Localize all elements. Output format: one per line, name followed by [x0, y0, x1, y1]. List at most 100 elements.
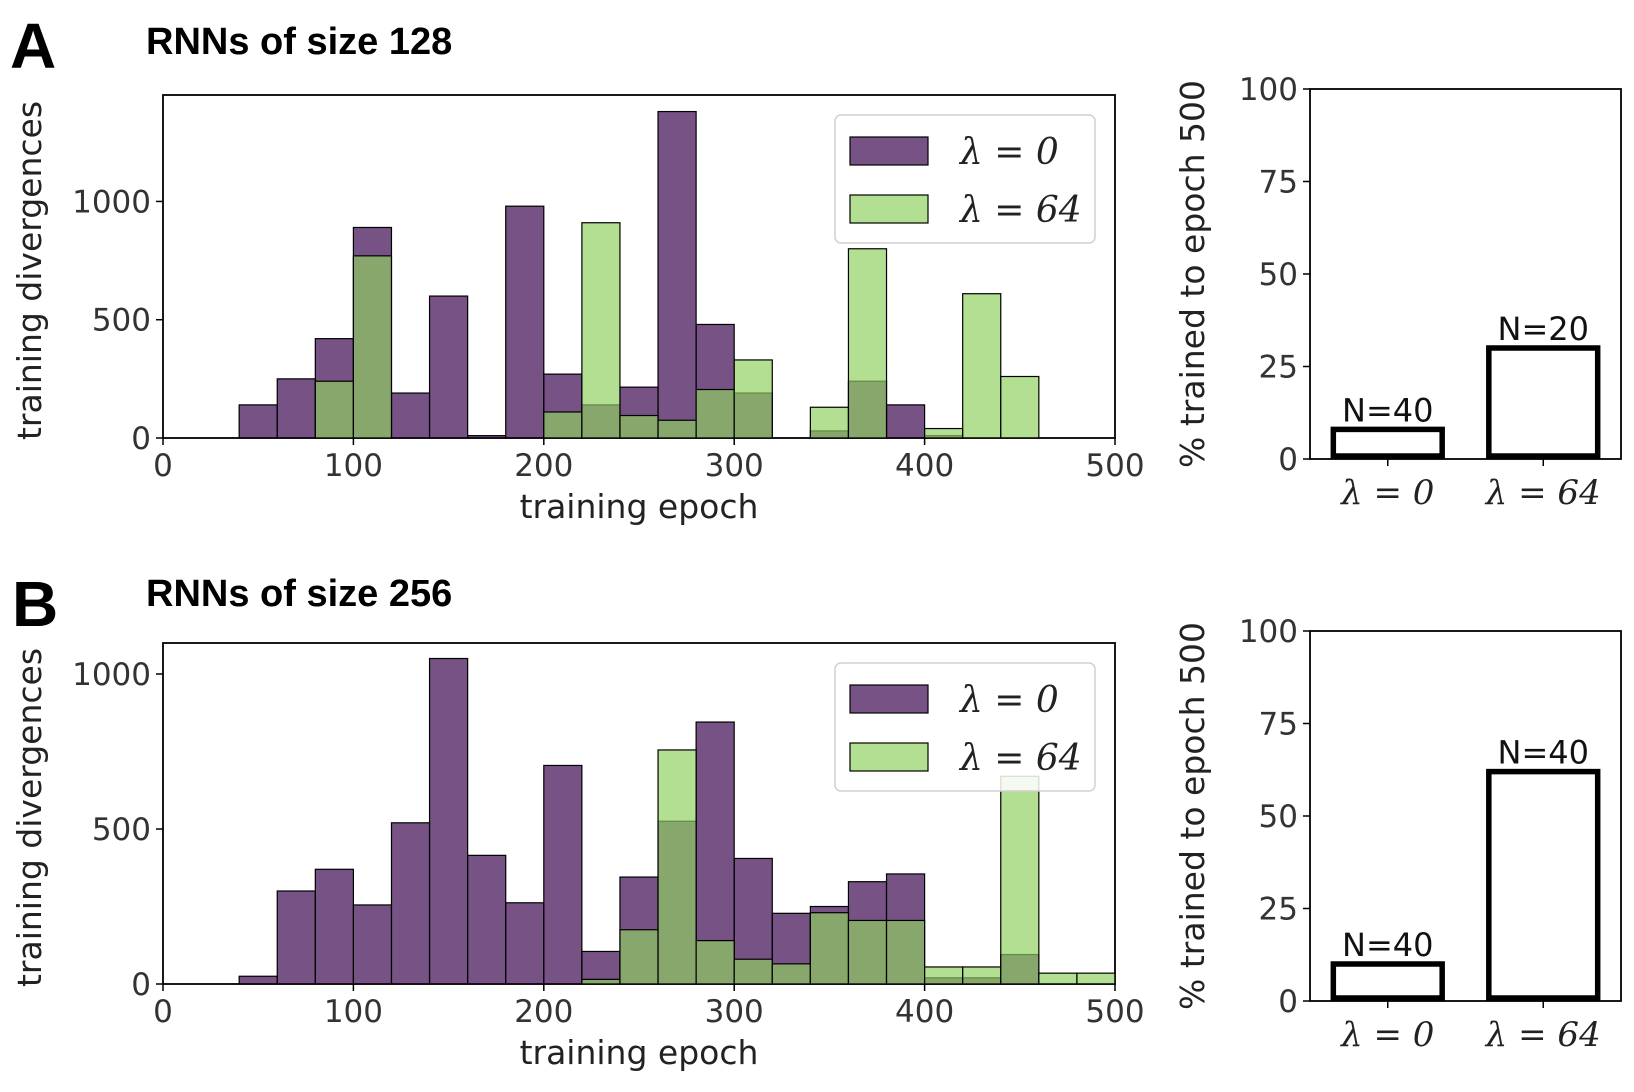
x-tick-label: 500 [1085, 994, 1144, 1030]
y-tick-label: 0 [1278, 442, 1298, 478]
bar-lambda64-bin-280 [695, 388, 735, 439]
histogram-b: 0 100 200 300 400 500 0 500 1000 training epoch tr… [10, 642, 1145, 1072]
bar-lambda0-bin-60 [276, 890, 316, 985]
bar-lambda0 [1330, 961, 1445, 1001]
bar-lambda0-bin-60 [276, 378, 316, 439]
x-tick-label: 100 [324, 994, 383, 1030]
x-axis-label: training epoch [520, 1033, 759, 1072]
histogram-a: 0 100 200 300 400 500 0 500 1000 training epoch tr… [10, 94, 1145, 526]
bar-lambda0-bin-80 [314, 868, 355, 985]
bars [238, 657, 1116, 985]
y-tick-label: 500 [92, 303, 151, 339]
y-tick-label: 100 [1239, 614, 1298, 650]
legend: λ = 0 λ = 64 [834, 662, 1096, 792]
x-tick-label: 300 [705, 448, 764, 484]
legend-label-lambda0: λ = 0 [958, 132, 1059, 173]
y-tick-label: 0 [131, 967, 151, 1003]
category-label: λ = 0 [1339, 473, 1434, 513]
legend-swatch-lambda64 [849, 742, 929, 772]
bar-lambda64-bin-100 [352, 255, 393, 439]
bar-lambda64-bin-360 [847, 919, 888, 985]
x-axis-label: training epoch [520, 487, 759, 526]
legend-swatch-lambda64 [849, 194, 929, 224]
legend-swatch-lambda0 [849, 136, 929, 166]
legend-label-lambda0: λ = 0 [958, 680, 1059, 721]
bar-lambda64-bin-360 [847, 248, 888, 439]
bar-lambda64-bin-460 [1038, 972, 1078, 985]
x-tick-label: 400 [895, 994, 954, 1030]
bar-lambda0-bin-220 [581, 950, 621, 985]
bar-lambda64-bin-340 [809, 406, 850, 439]
x-tick-label: 100 [324, 448, 383, 484]
legend-label-lambda64: λ = 64 [958, 190, 1082, 231]
x-tick-label: 0 [153, 994, 173, 1030]
x-tick-label: 0 [153, 448, 173, 484]
bar-lambda64 [1486, 768, 1601, 1001]
bar-lambda64-bin-240 [619, 929, 659, 985]
panel-letter-b: B [12, 568, 58, 640]
x-tick-label: 400 [895, 448, 954, 484]
bar-lambda64-bin-400 [923, 966, 964, 985]
category-label: λ = 64 [1484, 473, 1601, 513]
bar-lambda64-bin-300 [733, 958, 773, 985]
y-axis-label: % trained to epoch 500 [1173, 622, 1212, 1010]
bar-lambda64-bin-260 [657, 419, 697, 439]
bar-lambda64-bin-220 [581, 222, 621, 439]
x-tick-label: 500 [1085, 448, 1144, 484]
bar-count-label: N=40 [1342, 391, 1433, 429]
percent-chart-a: N=40 λ = 0 N=20 λ = 64 0 25 50 75 100 % trained t… [1173, 72, 1622, 513]
y-tick-label: 1000 [72, 657, 151, 693]
bar-lambda0-bin-100 [352, 904, 393, 985]
bar-lambda0-bin-120 [390, 822, 431, 985]
percent-chart-b: N=40 λ = 0 N=40 λ = 64 0 25 50 75 100 % trained t… [1173, 614, 1622, 1055]
bar-lambda64-bin-320 [771, 963, 811, 985]
y-tick-label: 1000 [72, 184, 151, 220]
bar-count-label: N=40 [1342, 926, 1433, 964]
bar-lambda0-bin-200 [543, 764, 583, 985]
bar-lambda64-bin-400 [923, 427, 964, 439]
x-tick-label: 200 [514, 994, 573, 1030]
y-tick-label: 25 [1259, 350, 1298, 386]
bar-lambda0-bin-260 [657, 110, 697, 439]
y-axis-label: training divergences [10, 648, 49, 987]
bar-lambda0-bin-180 [505, 902, 545, 985]
panel-title-b: RNNs of size 256 [146, 573, 452, 615]
y-tick-label: 75 [1259, 707, 1298, 743]
bars [238, 110, 1040, 439]
bar-lambda64-bin-420 [962, 293, 1002, 439]
bar-lambda64-bin-440 [1000, 375, 1040, 439]
bar-count-label: N=40 [1498, 734, 1589, 772]
panel-title-a: RNNs of size 128 [146, 21, 452, 63]
bar-lambda0-bin-140 [428, 295, 469, 439]
bar-lambda64-bin-80 [314, 380, 355, 439]
bar-lambda0 [1330, 426, 1445, 459]
y-tick-label: 100 [1239, 72, 1298, 108]
bar-lambda64-bin-220 [581, 978, 621, 985]
x-tick-label: 200 [514, 448, 573, 484]
bar-lambda0-bin-120 [390, 392, 431, 439]
bar-lambda0-bin-40 [238, 404, 278, 439]
y-tick-label: 50 [1259, 257, 1298, 293]
panel-letter-a: A [10, 10, 56, 82]
y-tick-label: 50 [1259, 799, 1298, 835]
bar-lambda64-bin-280 [695, 939, 735, 985]
bar-count-label: N=20 [1498, 310, 1589, 348]
bar-lambda0-bin-160 [467, 854, 507, 985]
y-tick-label: 0 [1278, 984, 1298, 1020]
bar-lambda64-bin-480 [1076, 972, 1116, 985]
bar-lambda64-bin-440 [1000, 775, 1040, 985]
y-tick-label: 75 [1259, 165, 1298, 201]
bar-lambda64-bin-380 [885, 919, 926, 985]
y-axis-label: % trained to epoch 500 [1173, 80, 1212, 468]
bar-lambda0-bin-40 [238, 975, 278, 985]
y-tick-label: 25 [1259, 892, 1298, 928]
category-label: λ = 0 [1339, 1015, 1434, 1055]
y-tick-label: 500 [92, 812, 151, 848]
legend-swatch-lambda0 [849, 684, 929, 714]
bar-lambda0-bin-160 [467, 435, 507, 439]
category-label: λ = 64 [1484, 1015, 1601, 1055]
legend: λ = 0 λ = 64 [834, 114, 1096, 244]
bar-lambda64-bin-340 [809, 912, 850, 985]
bar-lambda64-bin-200 [543, 411, 583, 439]
